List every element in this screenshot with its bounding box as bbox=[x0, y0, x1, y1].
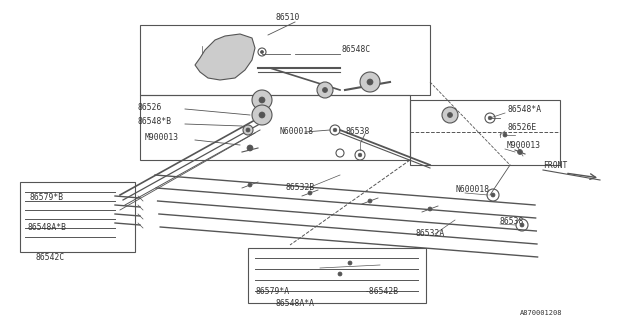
Text: 86538: 86538 bbox=[500, 218, 524, 227]
Circle shape bbox=[428, 207, 432, 211]
Circle shape bbox=[503, 133, 507, 137]
Text: N600018: N600018 bbox=[280, 127, 314, 137]
Circle shape bbox=[248, 183, 252, 187]
Text: N600018: N600018 bbox=[455, 186, 489, 195]
Circle shape bbox=[259, 112, 265, 118]
Text: 86579*A: 86579*A bbox=[255, 287, 289, 297]
Text: M900013: M900013 bbox=[507, 141, 541, 150]
Circle shape bbox=[246, 128, 250, 132]
Text: 86542C: 86542C bbox=[35, 253, 64, 262]
Text: -86542B: -86542B bbox=[365, 287, 399, 297]
Text: FRONT: FRONT bbox=[543, 161, 568, 170]
Text: 86548C: 86548C bbox=[342, 45, 371, 54]
Circle shape bbox=[491, 193, 495, 197]
Bar bbox=[410, 100, 560, 165]
Circle shape bbox=[520, 223, 524, 227]
Text: 86579*B: 86579*B bbox=[30, 194, 64, 203]
Text: 86526: 86526 bbox=[138, 102, 163, 111]
Text: 86532A: 86532A bbox=[415, 228, 444, 237]
Circle shape bbox=[252, 90, 272, 110]
Text: M900013: M900013 bbox=[145, 133, 179, 142]
Polygon shape bbox=[195, 34, 255, 80]
Text: 86548*A: 86548*A bbox=[507, 106, 541, 115]
Circle shape bbox=[368, 199, 372, 203]
Circle shape bbox=[358, 153, 362, 157]
Circle shape bbox=[323, 87, 328, 92]
Text: 86548A*A: 86548A*A bbox=[275, 299, 314, 308]
Text: 86526E: 86526E bbox=[507, 124, 536, 132]
Circle shape bbox=[260, 51, 264, 53]
Circle shape bbox=[442, 107, 458, 123]
Circle shape bbox=[518, 149, 522, 155]
Circle shape bbox=[367, 79, 373, 85]
Circle shape bbox=[338, 272, 342, 276]
Bar bbox=[140, 25, 430, 95]
Text: A870001208: A870001208 bbox=[520, 310, 563, 316]
Circle shape bbox=[333, 128, 337, 132]
Circle shape bbox=[308, 191, 312, 195]
Text: 86548*B: 86548*B bbox=[138, 117, 172, 126]
Circle shape bbox=[360, 72, 380, 92]
Circle shape bbox=[348, 261, 352, 265]
Bar bbox=[248, 248, 426, 303]
Circle shape bbox=[447, 113, 452, 117]
Text: 86532B: 86532B bbox=[285, 182, 314, 191]
Circle shape bbox=[243, 125, 253, 135]
Circle shape bbox=[488, 116, 492, 120]
Circle shape bbox=[259, 97, 265, 103]
Text: 86548A*B: 86548A*B bbox=[28, 223, 67, 233]
Bar bbox=[20, 182, 135, 252]
Text: 86510: 86510 bbox=[275, 13, 300, 22]
Circle shape bbox=[317, 82, 333, 98]
Text: 86538: 86538 bbox=[345, 127, 369, 137]
Bar bbox=[140, 95, 410, 160]
Circle shape bbox=[252, 105, 272, 125]
Circle shape bbox=[247, 145, 253, 151]
